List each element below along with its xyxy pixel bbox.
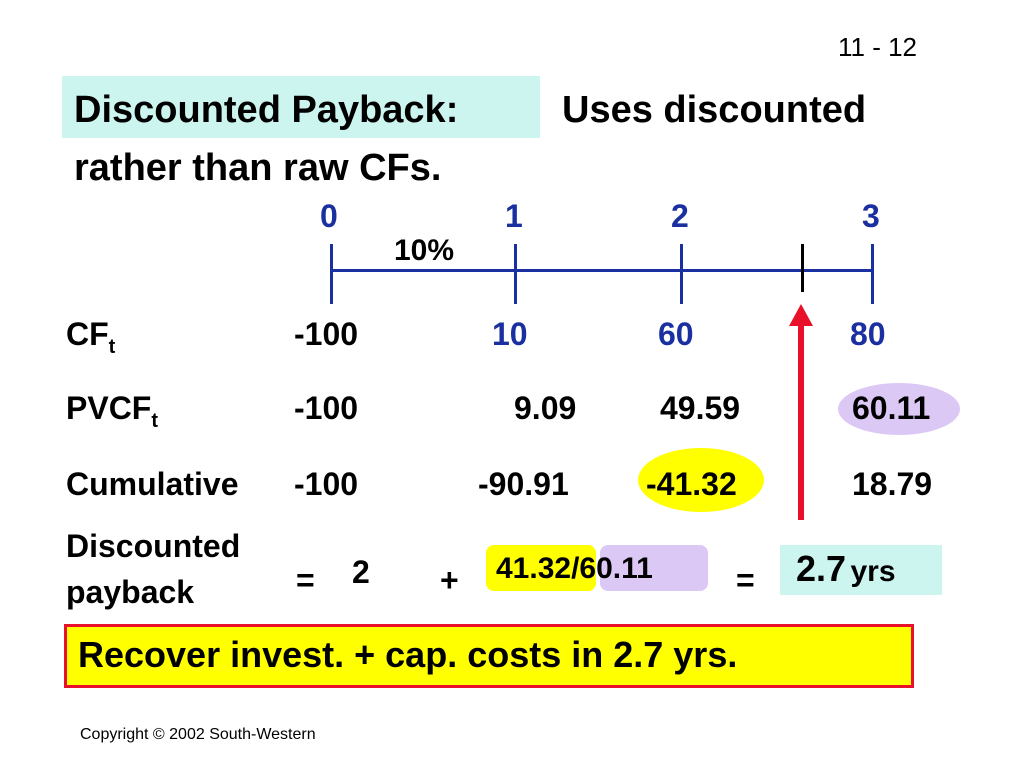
payback-result-unit: yrs [850, 555, 896, 588]
payback-label-line1: Discounted [66, 528, 241, 564]
payback-result: 2.7 yrs [796, 548, 896, 590]
pvcf-row-label: PVCFt [66, 390, 159, 432]
payback-fraction: 41.32/60.11 [496, 552, 653, 586]
payback-point-marker [801, 244, 804, 292]
pvcf-value-0: -100 [294, 390, 359, 426]
conclusion-box [64, 624, 914, 688]
payback-arrow-icon [789, 304, 813, 520]
cf-row-label: CFt [66, 316, 116, 358]
period-label-0: 0 [320, 198, 338, 234]
period-label-2: 2 [671, 198, 689, 234]
timeline-tick-0 [330, 244, 333, 304]
payback-denominator: 60.11 [579, 552, 653, 585]
payback-label-line2: payback [66, 574, 195, 610]
payback-plus: + [440, 562, 459, 598]
numerator-highlight [486, 545, 596, 591]
cumulative-value-1: -90.91 [478, 466, 569, 502]
slide-number: 11 - 12 [838, 32, 918, 62]
cumulative-year2-highlight [638, 448, 764, 512]
pvcf-value-3: 60.11 [852, 390, 931, 426]
payback-years: 2 [352, 554, 370, 590]
title-highlight-text: Discounted Payback: [74, 89, 459, 131]
cumulative-value-3: 18.79 [852, 466, 933, 502]
cf-value-3: 80 [850, 316, 886, 352]
copyright-notice: Copyright © 2002 South-Western [80, 726, 316, 743]
title-line2: rather than raw CFs. [74, 147, 442, 189]
denominator-highlight [600, 545, 708, 591]
pvcf-year3-highlight [838, 383, 960, 435]
payback-equals-1: = [296, 562, 315, 598]
period-label-3: 3 [862, 198, 880, 234]
cumulative-row-label: Cumulative [66, 466, 239, 502]
timeline-tick-1 [514, 244, 517, 304]
period-label-1: 1 [505, 198, 523, 234]
conclusion-text: Recover invest. + cap. costs in 2.7 yrs. [78, 634, 738, 675]
cumulative-value-2: -41.32 [646, 466, 737, 502]
title-line1-rest: Uses discounted [562, 89, 867, 131]
title-highlight [62, 76, 540, 138]
timeline-tick-2 [680, 244, 683, 304]
payback-result-value: 2.7 [796, 548, 847, 589]
discount-rate-label: 10% [394, 234, 455, 267]
payback-equals-2: = [736, 562, 755, 598]
timeline-axis [331, 269, 874, 272]
cf-value-1: 10 [492, 316, 528, 352]
cf-value-0: -100 [294, 316, 359, 352]
pvcf-value-2: 49.59 [660, 390, 741, 426]
pvcf-value-1: 9.09 [514, 390, 577, 426]
cf-value-2: 60 [658, 316, 694, 352]
result-highlight [780, 545, 942, 595]
payback-numerator: 41.32 [496, 552, 572, 585]
cumulative-value-0: -100 [294, 466, 359, 502]
payback-slash: / [571, 552, 580, 585]
timeline-tick-3 [871, 244, 874, 304]
